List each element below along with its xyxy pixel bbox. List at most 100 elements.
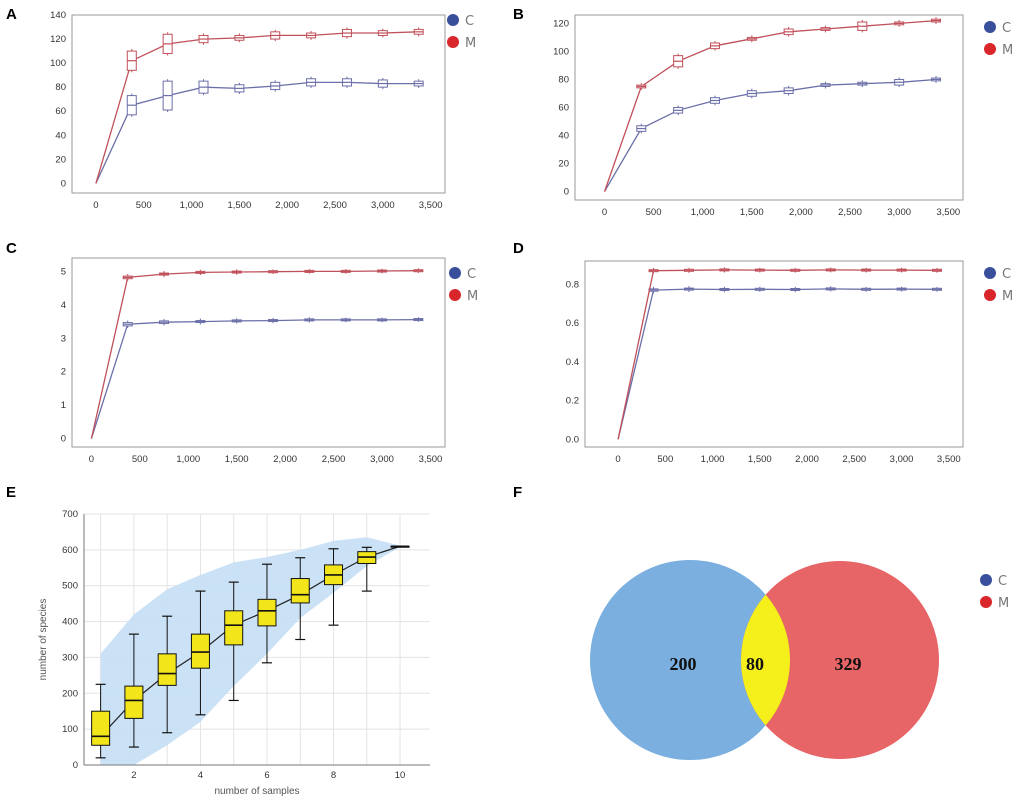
series-line-c [90,318,419,439]
y-tick-label: 4 [61,300,66,311]
legend-m-icon [447,36,459,48]
x-tick-label: 1,500 [227,200,251,211]
panel-letter-e: E [6,484,16,501]
series-line-c [603,78,937,192]
panel-a-chart: 0 20 40 60 80 100 120 140 0 500 1,000 1,500 2,000 2,5… [50,10,476,211]
panel-letter-d: D [513,240,524,257]
x-tick-label: 1,000 [176,454,200,465]
y-tick-label: 100 [50,58,66,69]
x-tick-label: 1,500 [740,207,764,218]
x-tick-label: 2,500 [323,200,347,211]
x-tick-label: 6 [264,770,269,781]
y-tick-label: 0 [61,434,66,445]
box [257,598,277,627]
y-tick-label: 120 [50,34,66,45]
median-trend-line [100,545,401,737]
x-tick-label: 2,500 [838,207,862,218]
x-tick-label: 2 [131,770,136,781]
y-tick-label: 0.4 [566,357,579,368]
venn-count-overlap: 80 [746,654,764,674]
series-line-m [603,19,937,192]
legend-c-icon [449,267,461,279]
plot-frame [584,260,964,448]
legend-m-label: M [465,36,476,51]
legend-m-icon [984,289,996,301]
y-tick-label: 60 [55,106,66,117]
legend-m-icon [980,596,992,608]
series-line-m [90,270,419,439]
legend-m-label: M [467,289,478,304]
legend-c-icon [984,267,996,279]
panel-letter-f: F [513,484,522,501]
confidence-band [100,537,401,765]
legend-c-label: C [467,267,476,282]
x-tick-label: 500 [136,200,152,211]
x-tick-label: 500 [657,454,673,465]
legend-m-icon [449,289,461,301]
series-line-m [95,31,419,184]
y-tick-label: 80 [558,74,569,85]
y-tick-label: 100 [553,46,569,57]
series-line-m [617,269,938,440]
x-tick-label: 3,500 [937,454,961,465]
x-tick-label: 2,500 [842,454,866,465]
x-tick-label: 1,000 [701,454,725,465]
x-tick-label: 4 [198,770,203,781]
y-tick-label: 0 [564,187,569,198]
x-tick-label: 0 [615,454,620,465]
x-tick-label: 1,500 [225,454,249,465]
y-tick-label: 0 [73,760,78,771]
legend-m-label: M [998,596,1009,611]
y-tick-label: 0.6 [566,318,579,329]
y-tick-label: 120 [553,18,569,29]
venn-count-c-only: 200 [670,654,697,674]
y-tick-label: 600 [62,545,78,556]
y-tick-label: 300 [62,652,78,663]
x-tick-label: 2,000 [789,207,813,218]
box [91,710,111,746]
y-tick-label: 40 [55,130,66,141]
legend-c-icon [984,21,996,33]
x-tick-label: 3,500 [419,200,443,211]
panel-e-chart: 0 100 200 300 400 500 600 700 2 4 6 8 10 number of sa… [38,509,430,797]
y-tick-label: 3 [61,333,66,344]
y-tick-label: 80 [55,82,66,93]
y-tick-label: 140 [50,10,66,21]
legend-c-icon [980,574,992,586]
y-tick-label: 100 [62,724,78,735]
y-tick-label: 200 [62,688,78,699]
legend-c-icon [447,14,459,26]
plot-frame [71,14,446,194]
x-tick-label: 3,000 [890,454,914,465]
y-tick-label: 5 [61,266,66,277]
x-tick-label: 10 [395,770,406,781]
y-tick-label: 0.0 [566,434,579,445]
box [290,578,310,604]
box [157,653,177,686]
y-tick-label: 40 [558,131,569,142]
x-tick-label: 3,000 [887,207,911,218]
legend-c-label: C [998,574,1007,589]
venn-circle-m [741,561,939,759]
series-line-c [95,81,419,184]
panel-f-venn: 200 80 329 CM [590,560,1009,760]
y-tick-label: 500 [62,581,78,592]
y-tick-label: 20 [558,159,569,170]
x-tick-label: 0 [602,207,607,218]
x-tick-label: 1,500 [748,454,772,465]
x-tick-label: 3,500 [936,207,960,218]
y-tick-label: 700 [62,509,78,520]
y-tick-label: 1 [61,400,66,411]
y-tick-label: 20 [55,154,66,165]
x-tick-label: 3,000 [371,200,395,211]
x-tick-label: 0 [89,454,94,465]
venn-count-m-only: 329 [835,654,862,674]
x-tick-label: 8 [331,770,336,781]
box [224,610,244,646]
panel-letter-b: B [513,6,524,23]
legend-c-label: C [1002,267,1011,282]
y-tick-label: 400 [62,617,78,628]
panel-b-chart: 0 20 40 60 80 100 120 0 500 1,000 1,500 2,000 2,500 3… [553,14,1013,218]
x-tick-label: 500 [646,207,662,218]
